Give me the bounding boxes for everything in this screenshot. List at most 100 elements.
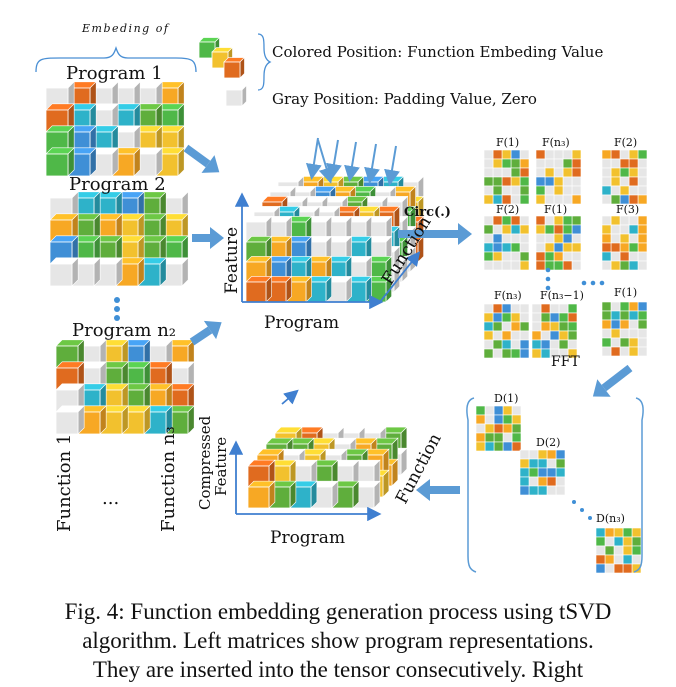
fblock-cell bbox=[601, 215, 612, 226]
fblock-cell bbox=[519, 321, 530, 332]
dblock-cell bbox=[519, 467, 530, 478]
insert-arrow bbox=[384, 145, 400, 186]
fblock-cell bbox=[483, 242, 494, 253]
dblock-cell bbox=[631, 554, 642, 565]
fblock-cell bbox=[601, 224, 612, 235]
fblock-cell bbox=[519, 348, 530, 359]
fblock-cell bbox=[510, 158, 521, 169]
dblock-cell bbox=[511, 423, 522, 434]
insert-arrow bbox=[305, 137, 322, 180]
vertical-dot bbox=[545, 285, 551, 291]
fblock-cell bbox=[540, 330, 551, 341]
fblock-cell bbox=[558, 339, 569, 350]
fblock-cell bbox=[519, 185, 530, 196]
fblock-cell bbox=[501, 330, 512, 341]
dblock-cell bbox=[502, 441, 513, 452]
dblock-cell bbox=[502, 423, 513, 434]
fblock-cell bbox=[483, 149, 494, 160]
dblock-cell bbox=[622, 545, 633, 556]
dblock-cell bbox=[622, 563, 633, 574]
insert-arrow bbox=[364, 143, 380, 184]
fblock-cell bbox=[637, 233, 648, 244]
fblock-cell bbox=[610, 328, 621, 339]
dblock-cell bbox=[555, 476, 566, 487]
fblock-cell bbox=[535, 224, 546, 235]
dblock-cell bbox=[631, 536, 642, 547]
fblock-cell bbox=[531, 321, 542, 332]
fblock-cell bbox=[492, 312, 503, 323]
fblock-cell bbox=[610, 301, 621, 312]
fblock-cell bbox=[492, 176, 503, 187]
fblock-cell bbox=[628, 149, 639, 160]
fblock-cell bbox=[531, 330, 542, 341]
fblock-cell bbox=[519, 224, 530, 235]
dblock-cell bbox=[546, 485, 557, 496]
fblock-cell bbox=[501, 348, 512, 359]
fblock-cell bbox=[628, 251, 639, 262]
fblock-cell bbox=[501, 224, 512, 235]
fblock-cell bbox=[510, 149, 521, 160]
fblock-cell bbox=[483, 330, 494, 341]
fblock-cell bbox=[567, 303, 578, 314]
fblock-cell bbox=[483, 185, 494, 196]
fblock-cell bbox=[637, 215, 648, 226]
fblock-cell bbox=[610, 319, 621, 330]
dblock-cell bbox=[484, 423, 495, 434]
fblock-cell bbox=[628, 242, 639, 253]
fblock-cell bbox=[492, 233, 503, 244]
fblock-cell bbox=[571, 260, 582, 271]
fblock-cell bbox=[483, 260, 494, 271]
dblock-cell bbox=[528, 467, 539, 478]
dblock-cell bbox=[475, 423, 486, 434]
fblock-cell bbox=[562, 158, 573, 169]
fblock-cell bbox=[562, 176, 573, 187]
fblock-cell bbox=[571, 158, 582, 169]
programn-to-tensor-arrow bbox=[189, 326, 213, 346]
dblock-cell bbox=[519, 476, 530, 487]
circulant-blocks bbox=[483, 149, 648, 359]
fblock-cell bbox=[628, 233, 639, 244]
dblock-cell bbox=[511, 414, 522, 425]
fblock-cell bbox=[562, 233, 573, 244]
program-dot bbox=[114, 297, 120, 303]
tensor-function-axis bbox=[379, 251, 421, 303]
fblock-cell bbox=[628, 185, 639, 196]
fblock-cell bbox=[619, 176, 630, 187]
dblock-cell bbox=[502, 405, 513, 416]
compressed-feature-label-1: Compressed bbox=[196, 415, 214, 510]
dblock-cell bbox=[519, 485, 530, 496]
fblock-cell bbox=[567, 330, 578, 341]
fblock-cell bbox=[544, 224, 555, 235]
dblock-cell bbox=[613, 563, 624, 574]
fblock-cell bbox=[619, 185, 630, 196]
fblock-cell bbox=[492, 251, 503, 262]
dblock-cell bbox=[595, 536, 606, 547]
fblock-label: F(1) bbox=[496, 136, 520, 149]
fblock-cell bbox=[601, 158, 612, 169]
dblock-cell bbox=[613, 554, 624, 565]
fblock-cell bbox=[601, 310, 612, 321]
dblock-cell bbox=[622, 536, 633, 547]
dblock-cell bbox=[631, 545, 642, 556]
fblock-cell bbox=[535, 158, 546, 169]
program-2-cell bbox=[49, 263, 73, 287]
fblock-cell bbox=[619, 251, 630, 262]
tensor-program-label: Program bbox=[264, 313, 340, 333]
diagonal-dot bbox=[572, 500, 576, 504]
fblock-cell bbox=[483, 233, 494, 244]
fblock-cell bbox=[501, 242, 512, 253]
compress-arrow-head bbox=[416, 479, 430, 501]
program-n-cell bbox=[55, 411, 79, 435]
fblock-cell bbox=[567, 312, 578, 323]
fblock-cell bbox=[540, 312, 551, 323]
program-dot bbox=[114, 306, 120, 312]
dblock-cell bbox=[631, 527, 642, 538]
fblock-cell bbox=[553, 185, 564, 196]
fft-label: FFT bbox=[551, 354, 580, 370]
fblock-cell bbox=[544, 158, 555, 169]
fblock-cell bbox=[610, 346, 621, 357]
fblock-cell bbox=[492, 260, 503, 271]
insert-arrow bbox=[326, 139, 342, 180]
fblock-cell bbox=[519, 158, 530, 169]
